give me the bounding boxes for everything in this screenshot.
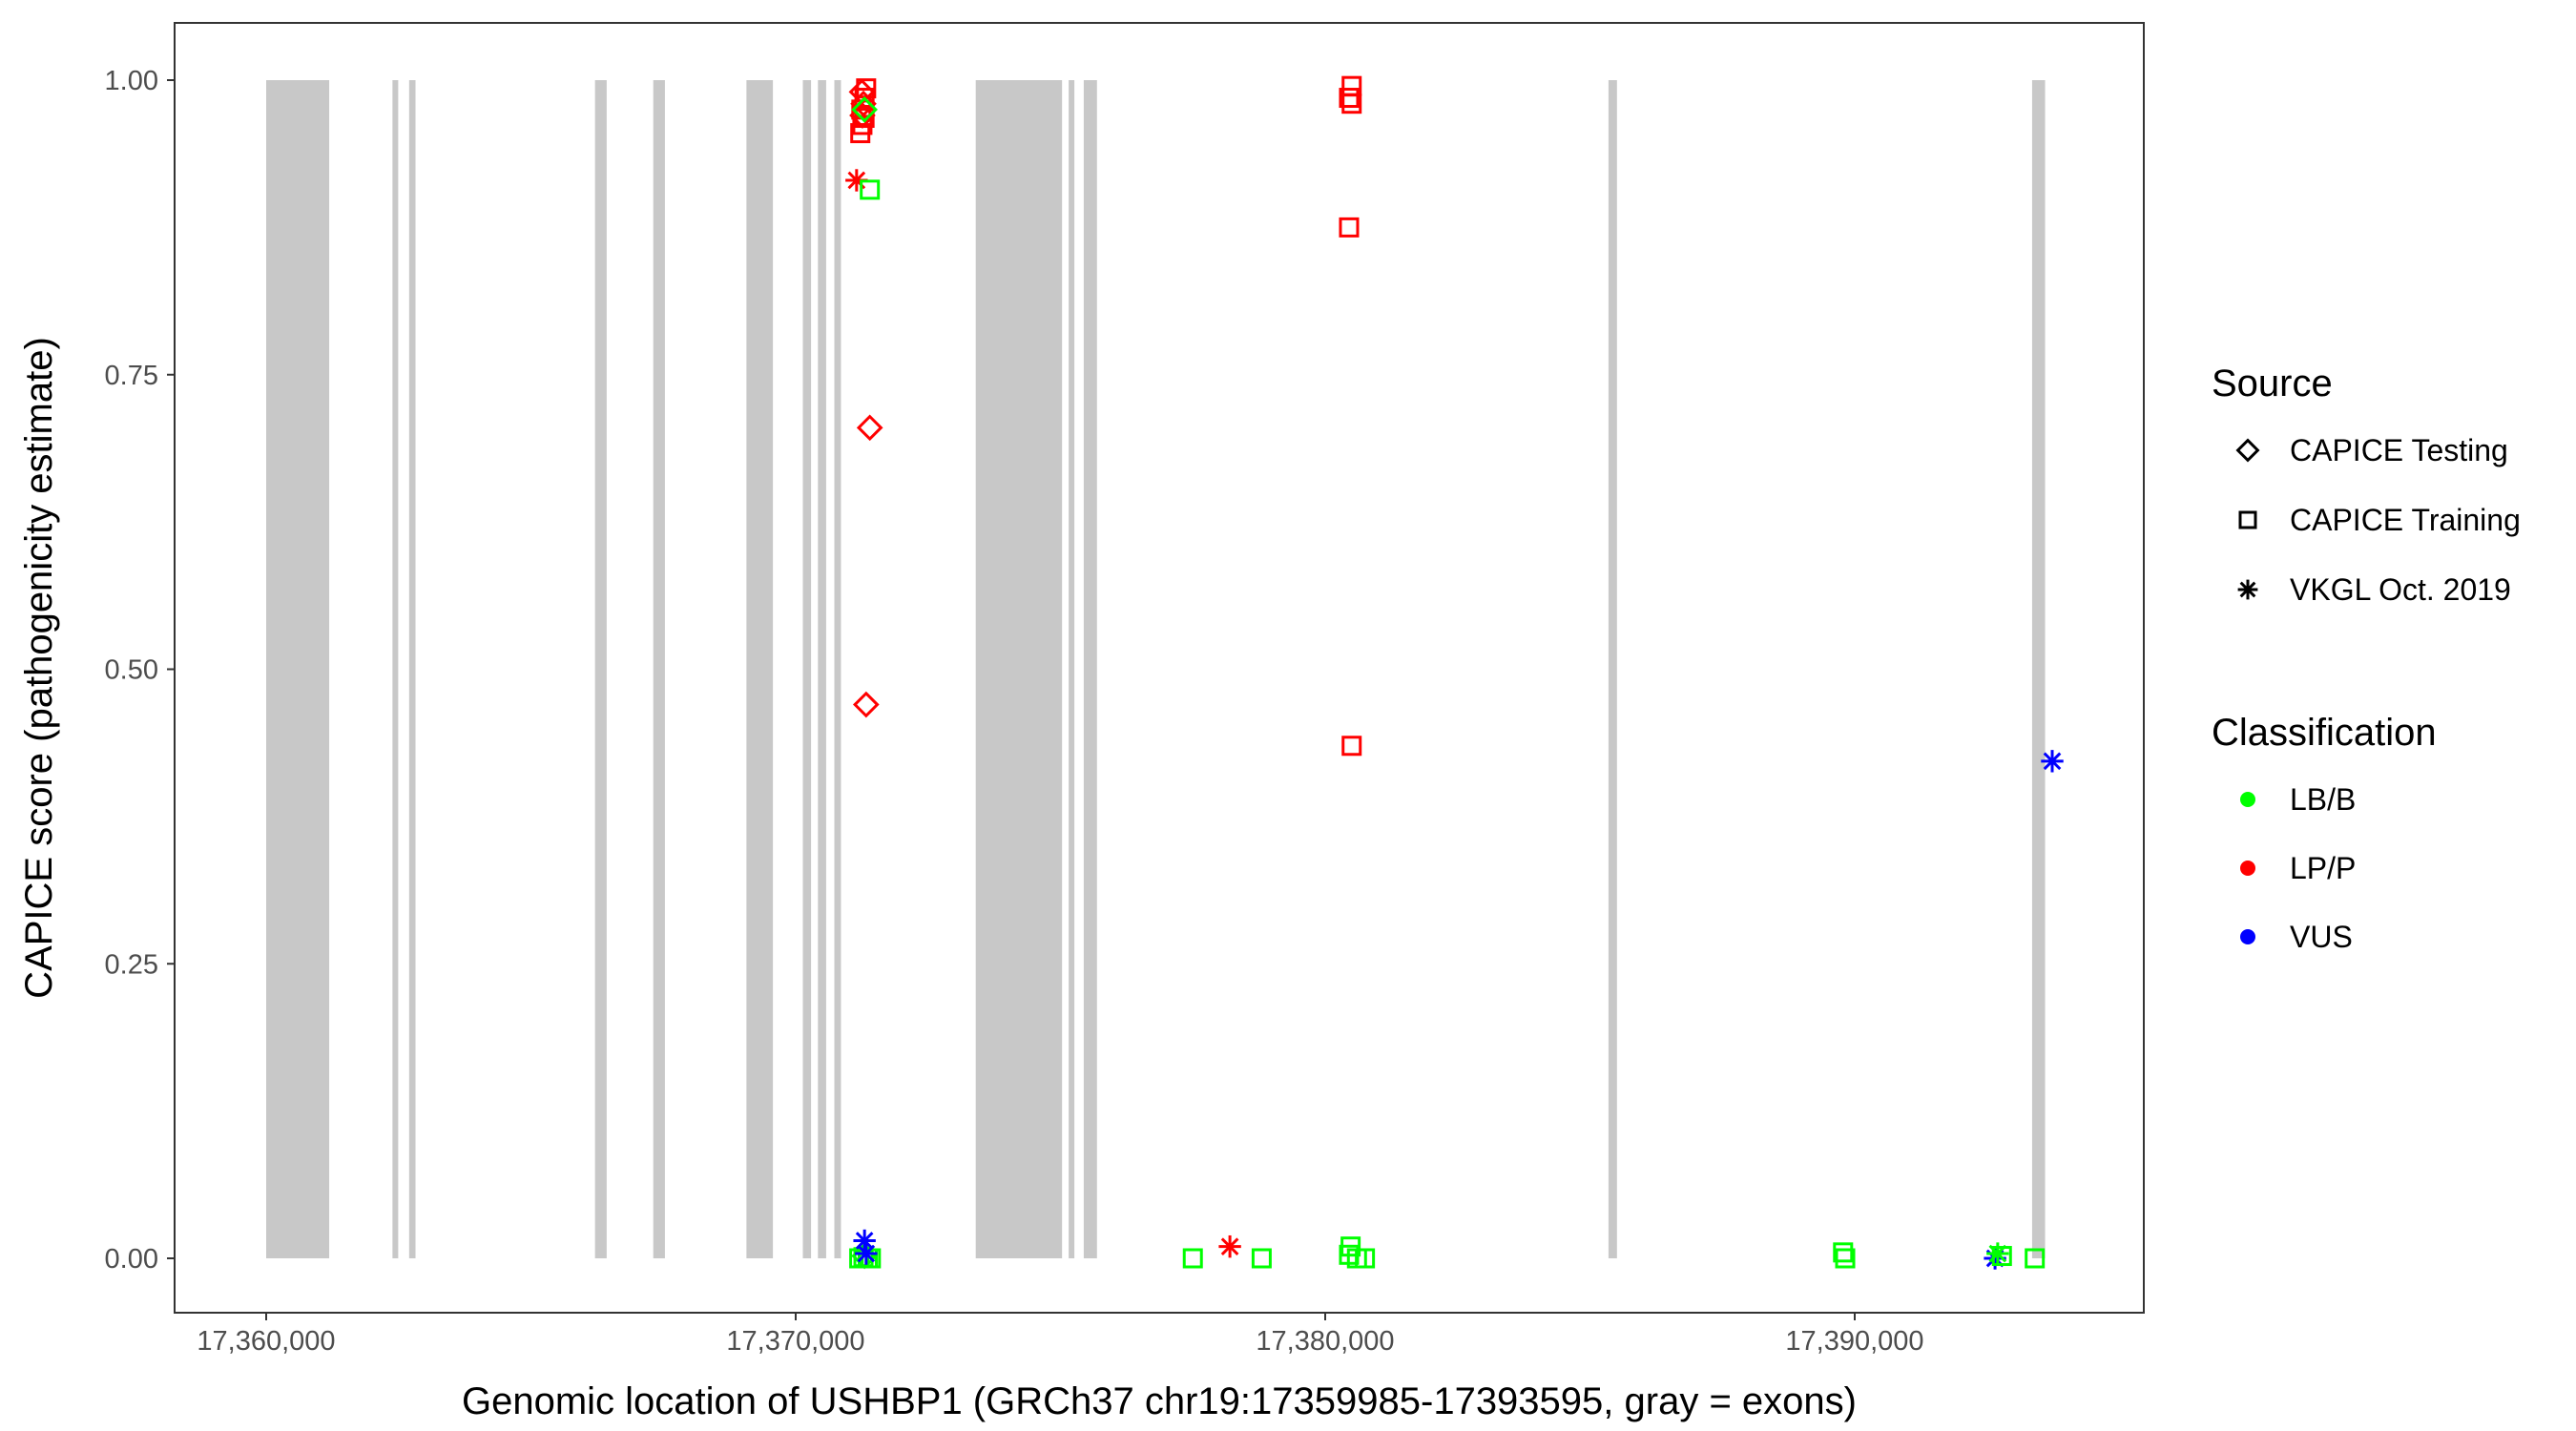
x-tick-label: 17,380,000 <box>1256 1326 1394 1357</box>
square-marker <box>850 123 871 144</box>
exon-bar <box>266 80 330 1258</box>
legend-label: VUS <box>2290 920 2353 954</box>
data-point <box>854 88 875 109</box>
square-marker <box>1182 1248 1203 1269</box>
diamond-marker <box>856 414 883 442</box>
square-marker <box>1991 1246 2012 1267</box>
exon-bar <box>594 80 607 1258</box>
y-tick-label: 0.00 <box>105 1244 158 1275</box>
legend: Source Classification CAPICE Testing CAPI… <box>2212 363 2521 954</box>
data-point <box>1182 1248 1203 1269</box>
y-tick-label: 0.75 <box>105 361 158 391</box>
data-point <box>854 108 875 129</box>
axes-layer: 0.00 0.25 0.50 0.75 1.00 17,360,000 17,370,000… <box>105 66 1924 1357</box>
y-tick-label: 0.25 <box>105 949 158 980</box>
square-marker <box>854 88 875 109</box>
exon-bar <box>746 80 774 1258</box>
legend-source-title: Source <box>2212 363 2333 404</box>
square-marker <box>2238 510 2257 529</box>
data-point <box>1339 217 1360 238</box>
exon-bar <box>2031 80 2046 1258</box>
square-marker <box>2025 1248 2046 1269</box>
legend-key-star <box>2237 579 2258 600</box>
square-marker <box>1339 88 1360 109</box>
data-point <box>1339 88 1360 109</box>
data-point <box>1986 1242 2009 1265</box>
star-stroke <box>855 1232 874 1250</box>
square-marker <box>1833 1242 1854 1263</box>
data-point <box>1835 1248 1856 1269</box>
legend-label: CAPICE Testing <box>2290 433 2508 467</box>
legend-label: CAPICE Training <box>2290 503 2521 537</box>
legend-key-dot <box>2240 792 2255 807</box>
data-point <box>850 123 871 144</box>
exon-layer <box>266 80 2046 1258</box>
data-point <box>860 179 881 200</box>
points-layer <box>845 75 2064 1270</box>
legend-key-dot <box>2240 929 2255 944</box>
square-marker <box>860 179 881 200</box>
data-point <box>1341 736 1362 757</box>
square-marker <box>1341 93 1362 114</box>
data-point <box>1251 1248 1272 1269</box>
square-marker <box>854 108 875 129</box>
legend-label: VKGL Oct. 2019 <box>2290 572 2511 607</box>
star-stroke <box>2239 581 2256 598</box>
x-tick-label: 17,390,000 <box>1785 1326 1923 1357</box>
data-point <box>851 96 878 123</box>
data-point <box>1341 93 1362 114</box>
y-tick-label: 1.00 <box>105 66 158 96</box>
exon-bar <box>653 80 665 1258</box>
exon-bar <box>1069 80 1075 1258</box>
star-stroke <box>2043 752 2062 771</box>
star-stroke <box>857 1244 876 1263</box>
exon-bar <box>834 80 841 1258</box>
exon-bar <box>818 80 826 1258</box>
legend-class-title: Classification <box>2212 712 2437 754</box>
x-tick-label: 17,360,000 <box>197 1326 335 1357</box>
x-axis-title: Genomic location of USHBP1 (GRCh37 chr19… <box>462 1380 1857 1422</box>
exon-bar <box>392 80 399 1258</box>
square-marker <box>1835 1248 1856 1269</box>
plot-panel-border <box>174 22 2145 1314</box>
data-point <box>1218 1234 1241 1258</box>
data-point <box>856 414 883 442</box>
data-point <box>852 691 880 718</box>
data-point <box>1355 1248 1376 1269</box>
exon-bar <box>802 80 812 1258</box>
square-marker <box>1355 1248 1376 1269</box>
exon-bar <box>1608 80 1617 1258</box>
diamond-marker <box>852 691 880 718</box>
y-axis-title: CAPICE score (pathogenicity estimate) <box>18 337 60 999</box>
data-point <box>1833 1242 1854 1263</box>
legend-key-square <box>2238 510 2257 529</box>
star-stroke <box>1220 1237 1239 1255</box>
legend-label: LP/P <box>2290 851 2356 885</box>
y-tick-label: 0.50 <box>105 655 158 686</box>
exon-bar <box>975 80 1063 1258</box>
data-point <box>1991 1246 2012 1267</box>
data-point <box>855 1242 878 1265</box>
legend-label: LB/B <box>2290 782 2356 817</box>
data-point <box>2041 750 2064 773</box>
legend-key-diamond <box>2235 438 2260 463</box>
legend-key-dot <box>2240 861 2255 876</box>
square-marker <box>1251 1248 1272 1269</box>
diamond-marker <box>2235 438 2260 463</box>
x-tick-label: 17,370,000 <box>726 1326 864 1357</box>
exon-bar <box>1083 80 1097 1258</box>
diamond-marker <box>851 96 878 123</box>
square-marker <box>1339 217 1360 238</box>
exon-bar <box>408 80 416 1258</box>
data-point <box>2025 1248 2046 1269</box>
square-marker <box>1341 736 1362 757</box>
